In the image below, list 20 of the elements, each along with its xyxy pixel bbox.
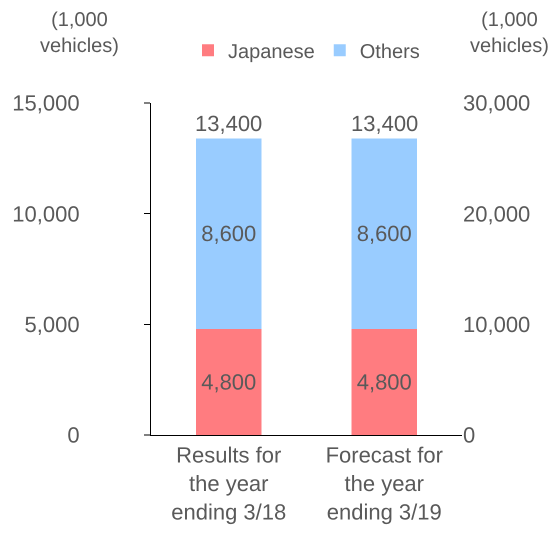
y-tick-label: 5,000	[24, 312, 80, 338]
x-tick-label: Forecast for the year ending 3/19	[326, 442, 443, 525]
data-label: 8,600	[201, 221, 256, 246]
y-tick-label: 15,000	[12, 90, 80, 116]
data-label: 8,600	[356, 221, 412, 246]
legend-label: Others	[360, 41, 420, 64]
total-label: 13,400	[351, 111, 418, 136]
y-axis-title: (1,000 vehicles)	[40, 9, 119, 57]
x-tick-label: Results for the year ending 3/18	[171, 442, 286, 525]
y2-tick-label: 0	[463, 422, 476, 448]
y2-tick-label: 10,000	[463, 312, 530, 338]
legend-label: Japanese	[228, 41, 315, 64]
y2-axis-title: (1,000 vehicles)	[470, 9, 549, 57]
total-label: 13,400	[195, 111, 262, 136]
y-tick-label: 0	[67, 422, 80, 448]
y2-tick-label: 20,000	[463, 201, 530, 226]
y2-tick-label: 30,000	[463, 90, 530, 116]
data-label: 4,800	[201, 369, 256, 394]
data-label: 4,800	[356, 369, 412, 394]
y-tick-label: 10,000	[12, 201, 80, 226]
